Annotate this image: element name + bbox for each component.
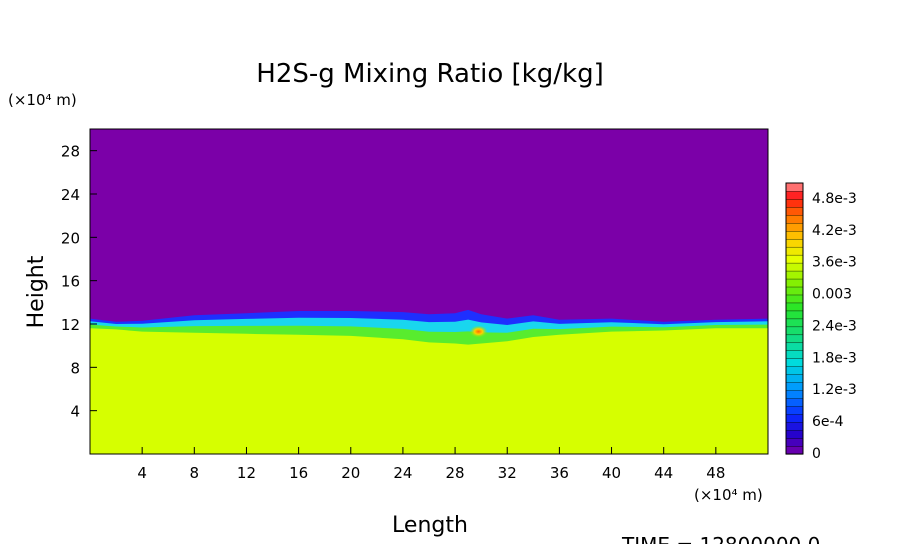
x-tick-label: 40 xyxy=(602,464,621,482)
colorbar-segment xyxy=(785,437,804,447)
plot-area xyxy=(90,129,768,454)
x-tick-label: 28 xyxy=(446,464,465,482)
x-tick: 4 xyxy=(137,447,147,482)
colorbar-segment xyxy=(785,294,804,304)
x-tick: 12 xyxy=(237,447,256,482)
colorbar-segment xyxy=(785,382,804,391)
colorbar-segment xyxy=(785,246,804,256)
colorbar-segment xyxy=(785,254,804,264)
x-tick: 36 xyxy=(550,447,569,482)
colorbar-segment xyxy=(785,238,804,248)
colorbar-segment xyxy=(785,398,804,407)
y-tick-label: 24 xyxy=(61,186,80,204)
colorbar-tick-label: 4.2e-3 xyxy=(812,223,857,239)
x-tick-label: 20 xyxy=(341,464,360,482)
colorbar-segment xyxy=(785,182,804,192)
y-tick: 8 xyxy=(70,359,97,377)
x-tick: 44 xyxy=(654,447,673,482)
x-tick-label: 8 xyxy=(190,464,200,482)
colorbar-segment xyxy=(785,198,804,208)
time-label: TIME = 12800000.0 xyxy=(621,533,820,544)
x-tick: 8 xyxy=(190,447,200,482)
x-tick-label: 44 xyxy=(654,464,673,482)
colorbar-tick-label: 1.2e-3 xyxy=(812,382,857,398)
x-tick-label: 36 xyxy=(550,464,569,482)
y-tick: 28 xyxy=(61,143,97,161)
lower-layer-field xyxy=(90,328,768,454)
colorbar-segment xyxy=(785,390,804,399)
x-tick: 20 xyxy=(341,447,360,482)
x-tick: 32 xyxy=(498,447,517,482)
colorbar-segment xyxy=(785,334,804,344)
colorbar-segment xyxy=(785,214,804,224)
colorbar xyxy=(785,182,804,455)
colorbar-segment xyxy=(785,358,804,367)
x-tick: 40 xyxy=(602,447,621,482)
colorbar-tick-label: 4.8e-3 xyxy=(812,191,857,207)
colorbar-tick-label: 6e-4 xyxy=(812,414,844,430)
colorbar-ticks: 0 6e-4 1.2e-3 1.8e-3 2.4e-3 0.003 3.6e-3 4.2e-3… xyxy=(812,191,857,462)
colorbar-segment xyxy=(785,190,804,200)
x-tick: 24 xyxy=(393,447,412,482)
x-axis-label: Length xyxy=(392,513,468,538)
x-tick: 16 xyxy=(289,447,308,482)
colorbar-segment xyxy=(785,413,804,423)
colorbar-segment xyxy=(785,318,804,328)
x-tick: 48 xyxy=(706,447,725,482)
y-tick: 12 xyxy=(61,316,97,334)
colorbar-segment xyxy=(785,206,804,216)
colorbar-segment xyxy=(785,270,804,280)
y-tick: 16 xyxy=(61,273,97,291)
colorbar-segment xyxy=(785,326,804,336)
colorbar-segment xyxy=(785,421,804,431)
y-tick-label: 20 xyxy=(61,229,80,247)
y-tick-label: 28 xyxy=(61,143,80,161)
colorbar-segment xyxy=(785,278,804,288)
colorbar-tick-label: 1.8e-3 xyxy=(812,350,857,366)
colorbar-tick-label: 0 xyxy=(812,446,821,462)
x-axis-ticks: 4 8 12 16 20 24 28 32 36 40 44 48 xyxy=(137,447,725,482)
colorbar-tick-label: 0.003 xyxy=(812,287,852,303)
y-axis-ticks: 4 8 12 16 20 24 28 xyxy=(61,143,97,421)
colorbar-segment xyxy=(785,222,804,232)
x-tick-label: 12 xyxy=(237,464,256,482)
colorbar-segment xyxy=(785,350,804,359)
y-tick: 24 xyxy=(61,186,97,204)
colorbar-segment xyxy=(785,405,804,415)
y-tick-label: 4 xyxy=(70,403,80,421)
y-tick: 20 xyxy=(61,229,97,247)
colorbar-segment xyxy=(785,262,804,272)
x-unit-label: (×10⁴ m) xyxy=(694,486,763,504)
y-axis-label: Height xyxy=(24,255,49,328)
hotspot-mark xyxy=(469,325,488,338)
x-tick-label: 32 xyxy=(498,464,517,482)
x-tick-label: 16 xyxy=(289,464,308,482)
x-tick: 28 xyxy=(446,447,465,482)
colorbar-segment xyxy=(785,310,804,320)
colorbar-segment xyxy=(785,342,804,351)
x-tick-label: 48 xyxy=(706,464,725,482)
colorbar-frame xyxy=(785,182,804,455)
plot-frame xyxy=(89,128,769,455)
y-tick-label: 12 xyxy=(61,316,80,334)
colorbar-segment xyxy=(785,366,804,375)
colorbar-segment xyxy=(785,429,804,439)
chart-title: H2S-g Mixing Ratio [kg/kg] xyxy=(256,59,603,89)
y-tick-label: 16 xyxy=(61,273,80,291)
colorbar-segment xyxy=(785,286,804,296)
x-tick-label: 4 xyxy=(137,464,147,482)
colorbar-tick-label: 3.6e-3 xyxy=(812,255,857,271)
colorbar-segment xyxy=(785,230,804,240)
colorbar-tick-label: 2.4e-3 xyxy=(812,318,857,334)
y-tick-label: 8 xyxy=(70,359,80,377)
colorbar-segment xyxy=(785,445,804,455)
colorbar-segment xyxy=(785,374,804,383)
y-tick: 4 xyxy=(70,403,97,421)
y-unit-label: (×10⁴ m) xyxy=(8,91,77,109)
x-tick-label: 24 xyxy=(393,464,412,482)
colorbar-segment xyxy=(785,302,804,312)
